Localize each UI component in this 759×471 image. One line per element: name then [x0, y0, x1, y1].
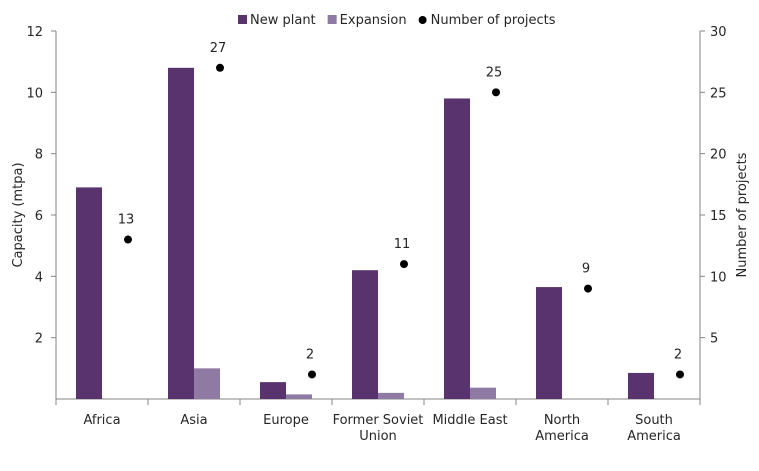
x-category-label: Middle East [432, 413, 507, 428]
bar-new-plant [260, 382, 286, 399]
y-tick-label: 10 [26, 86, 43, 101]
x-category-label-line: Former Soviet [333, 413, 424, 428]
data-label-number-of-projects: 2 [674, 347, 682, 362]
bar-new-plant [168, 67, 194, 400]
data-label-number-of-projects: 9 [582, 262, 590, 277]
legend-swatch [238, 15, 247, 24]
x-category-label: Asia [180, 413, 207, 428]
point-number-of-projects [492, 88, 500, 97]
y-tick-label: 6 [35, 209, 43, 224]
bar-new-plant [628, 372, 654, 399]
x-category-label-line: Union [359, 429, 397, 444]
bar-new-plant [352, 270, 378, 399]
y-tick-label: 4 [35, 270, 43, 285]
x-category-label-line: North [544, 413, 580, 428]
bar-new-plant [536, 287, 562, 399]
data-label-number-of-projects: 13 [118, 213, 135, 228]
y2-tick-label: 5 [710, 332, 718, 347]
x-category-label-line: America [627, 429, 681, 444]
data-label-number-of-projects: 2 [306, 347, 314, 362]
legend-swatch [418, 16, 427, 24]
y2-axis-title: Number of projects [735, 152, 750, 277]
y-axis-title: Capacity (mtpa) [11, 162, 26, 267]
legend-label: Number of projects [431, 13, 556, 28]
data-label-number-of-projects: 25 [486, 65, 503, 80]
x-category-label-line: South [635, 413, 673, 428]
point-number-of-projects [584, 284, 592, 293]
x-category-label-line: Europe [263, 413, 309, 428]
point-number-of-projects [676, 370, 684, 379]
point-number-of-projects [308, 370, 316, 379]
x-category-label-line: Middle East [432, 413, 507, 428]
bar-new-plant [76, 187, 102, 399]
data-label-number-of-projects: 11 [394, 237, 411, 252]
bar-expansion [470, 387, 496, 399]
y-tick-label: 2 [35, 332, 43, 347]
y2-tick-label: 30 [710, 25, 727, 40]
y-tick-label: 12 [26, 25, 43, 40]
x-category-label: North America [535, 413, 589, 444]
legend-swatch [327, 15, 337, 24]
bar-expansion [286, 394, 312, 399]
x-category-label-line: America [535, 429, 589, 444]
x-category-label-line: Africa [83, 413, 120, 428]
legend-label: New plant [250, 13, 316, 28]
x-category-label-line: Asia [180, 413, 207, 428]
y2-tick-label: 20 [710, 148, 727, 163]
x-category-label: Europe [263, 413, 309, 428]
y2-tick-label: 15 [710, 209, 727, 224]
point-number-of-projects [124, 235, 132, 244]
point-number-of-projects [400, 260, 408, 269]
point-number-of-projects [216, 63, 224, 72]
bar-expansion [194, 368, 220, 399]
legend-label: Expansion [340, 13, 407, 28]
x-category-label: Africa [83, 413, 120, 428]
y2-tick-label: 25 [710, 86, 727, 101]
data-label-number-of-projects: 27 [210, 41, 227, 56]
x-category-label: Former Soviet Union [333, 413, 424, 444]
y2-tick-label: 10 [710, 270, 727, 285]
x-category-label: South America [627, 413, 681, 444]
bar-expansion [378, 392, 404, 399]
y-tick-label: 8 [35, 148, 43, 163]
bar-new-plant [444, 98, 470, 399]
